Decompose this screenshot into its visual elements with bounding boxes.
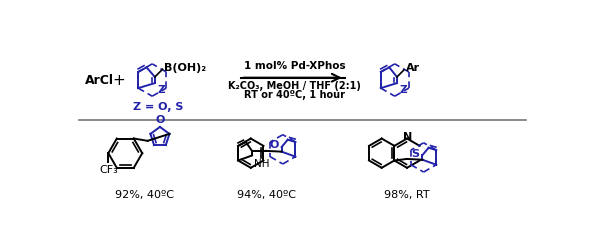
- Text: 92%, 40ºC: 92%, 40ºC: [115, 190, 174, 200]
- Text: Ar: Ar: [406, 63, 420, 73]
- Text: K₂CO₃, MeOH / THF (2:1): K₂CO₃, MeOH / THF (2:1): [228, 81, 361, 91]
- Text: S: S: [411, 149, 419, 159]
- Text: 98%, RT: 98%, RT: [384, 190, 430, 200]
- Text: Z = O, S: Z = O, S: [133, 102, 183, 112]
- Text: Z: Z: [157, 85, 165, 95]
- Text: N: N: [403, 132, 412, 142]
- Text: Z: Z: [399, 85, 407, 95]
- Text: ArCl: ArCl: [84, 73, 113, 87]
- Text: O: O: [269, 141, 278, 150]
- Text: 1 mol% Pd-XPhos: 1 mol% Pd-XPhos: [244, 61, 346, 71]
- Text: B(OH)₂: B(OH)₂: [164, 63, 206, 73]
- Text: NH: NH: [254, 159, 269, 169]
- Text: O: O: [155, 115, 165, 125]
- Text: 94%, 40ºC: 94%, 40ºC: [237, 190, 296, 200]
- Text: +: +: [112, 73, 125, 87]
- Text: CF₃: CF₃: [99, 165, 118, 175]
- Text: RT or 40ºC, 1 hour: RT or 40ºC, 1 hour: [244, 90, 345, 100]
